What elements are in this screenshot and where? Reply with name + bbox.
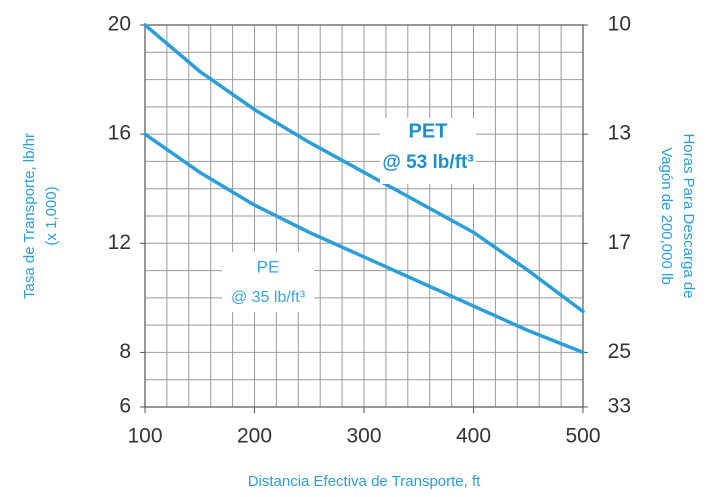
annotation: @ 35 lb/ft³	[231, 289, 306, 306]
y2-tick-label: 13	[608, 122, 631, 145]
y-axis-label: (x 1,000)	[43, 186, 60, 245]
annotation: PE	[257, 257, 280, 276]
y-tick-label: 8	[119, 340, 131, 363]
grid	[140, 24, 588, 413]
y-axis-label: Tasa de Transporte, lb/hr	[21, 133, 38, 299]
x-axis-label: Distancia Efectiva de Transporte, ft	[248, 473, 481, 490]
y2-axis-label: Vagón de 200,000 lb	[658, 147, 675, 284]
annotation: @ 53 lb/ft³	[382, 152, 473, 173]
annotation-bg	[380, 118, 476, 184]
line	[143, 23, 585, 314]
y-tick-label: 6	[119, 395, 131, 418]
y2-tick-label: 17	[608, 231, 631, 254]
y2-axis-label: Horas Para Descarga de	[680, 133, 697, 298]
y2-tick-label: 33	[608, 395, 631, 418]
x-tick-label: 300	[346, 425, 381, 448]
y-tick-label: 20	[108, 13, 131, 36]
x-tick-label: 100	[127, 425, 162, 448]
y2-tick-label: 25	[608, 340, 631, 363]
annotation-bg	[222, 252, 314, 312]
annotation: PET	[409, 120, 448, 142]
y-tick-label: 16	[108, 122, 131, 145]
y-tick-label: 12	[108, 231, 131, 254]
plot	[143, 23, 585, 355]
x-tick-label: 400	[456, 425, 491, 448]
x-tick-label: 500	[565, 425, 600, 448]
x-tick-label: 200	[237, 425, 272, 448]
line	[143, 132, 585, 355]
y2-tick-label: 10	[608, 13, 631, 36]
